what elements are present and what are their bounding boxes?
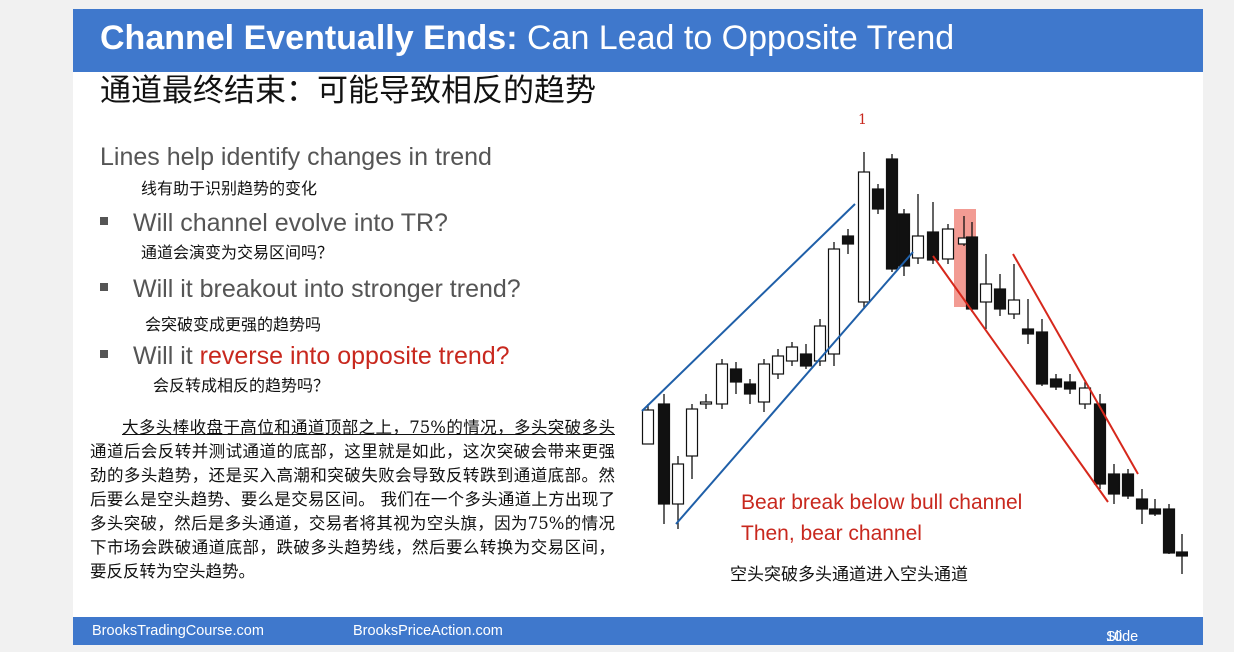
- paragraph-underlined: 大多头棒收盘于高位和通道顶部之上，75%的情况，多头突破多头: [122, 418, 615, 437]
- bear-candle: [993, 288, 1007, 310]
- bullet-marker: [100, 350, 108, 359]
- slide-title: Channel Eventually Ends: Can Lead to Opp…: [100, 19, 954, 58]
- bear-channel-chinese-label: 空头突破多头通道进入空头通道: [730, 565, 968, 585]
- bear-candle: [729, 368, 743, 383]
- bear-candle: [1093, 403, 1107, 485]
- bear-break-label: Bear break below bull channel: [741, 491, 1023, 514]
- bull-channel-lower-line: [675, 251, 914, 525]
- headline-chinese: 线有助于识别趋势的变化: [141, 179, 318, 198]
- footer-bar: BrooksTradingCourse.com BrooksPriceActio…: [73, 617, 1203, 645]
- bear-candle: [1135, 498, 1149, 510]
- bear-candle: [1162, 508, 1176, 554]
- footer-left-link[interactable]: BrooksTradingCourse.com: [92, 623, 264, 639]
- bear-candle: [1121, 473, 1135, 497]
- bullet-marker: [100, 283, 108, 292]
- slide: Channel Eventually Ends: Can Lead to Opp…: [73, 9, 1203, 645]
- bear-candle: [1049, 378, 1063, 388]
- bull-candle: [941, 228, 955, 260]
- bear-channel-label: Then, bear channel: [741, 522, 922, 545]
- bull-candle: [979, 283, 993, 303]
- bear-candle: [926, 231, 940, 261]
- bull-candle: [715, 363, 729, 405]
- bear-candle: [1148, 508, 1162, 515]
- bullet-2-text: Will it breakout into stronger trend?: [133, 275, 521, 303]
- bullet-1: Will channel evolve into TR?: [100, 209, 448, 238]
- bear-candle: [897, 213, 911, 267]
- bullet-2: Will it breakout into stronger trend?: [100, 275, 521, 304]
- bar-number-label: 1: [858, 112, 867, 128]
- paragraph-rest: 通道后会反转并测试通道的底部，这里就是如此，这次突破会带来更强劲的多头趋势，还是…: [90, 442, 615, 581]
- bear-candle: [1107, 473, 1121, 495]
- bull-candle: [671, 463, 685, 505]
- headline: Lines help identify changes in trend: [100, 143, 492, 171]
- bull-candle: [1078, 387, 1092, 405]
- bear-candle: [965, 236, 979, 310]
- bull-candle: [757, 363, 771, 403]
- bull-channel-upper-line: [641, 203, 856, 412]
- bear-candle: [1035, 331, 1049, 385]
- bull-candle: [911, 235, 925, 259]
- bullet-3-text-highlight: reverse into opposite trend?: [199, 342, 510, 370]
- bullet-marker: [100, 217, 108, 226]
- bull-candle: [1007, 299, 1021, 315]
- footer-center-link[interactable]: BrooksPriceAction.com: [353, 623, 503, 639]
- bear-channel-lower-line: [932, 255, 1109, 503]
- chinese-paragraph: 大多头棒收盘于高位和通道顶部之上，75%的情况，多头突破多头通道后会反转并测试通…: [90, 416, 615, 584]
- bear-candle: [743, 383, 757, 395]
- slide-title-bold: Channel Eventually Ends:: [100, 19, 518, 57]
- bull-candle: [785, 346, 799, 362]
- bear-candle: [1021, 328, 1035, 335]
- bear-candle: [871, 188, 885, 210]
- bear-candle: [657, 403, 671, 505]
- bull-candle: [857, 171, 871, 303]
- bear-candle: [841, 235, 855, 245]
- bull-candle: [641, 409, 655, 445]
- slide-title-rest: Can Lead to Opposite Trend: [517, 19, 955, 57]
- bull-candle: [827, 248, 841, 355]
- bull-candle: [813, 325, 827, 362]
- bullet-3: Will it reverse into opposite trend?: [100, 342, 510, 371]
- bear-candle: [1063, 381, 1077, 390]
- slide-title-chinese: 通道最终结束：可能导致相反的趋势: [100, 73, 596, 109]
- bear-channel-upper-line: [1012, 253, 1139, 475]
- bullet-1-text: Will channel evolve into TR?: [133, 209, 448, 237]
- title-bar: Channel Eventually Ends: Can Lead to Opp…: [73, 9, 1203, 72]
- bear-candle: [799, 353, 813, 367]
- bullet-1-chinese: 通道会演变为交易区间吗？: [141, 243, 334, 262]
- bull-candle: [699, 401, 713, 405]
- bullet-3-text-prefix: Will it: [133, 342, 200, 370]
- bear-candle: [885, 158, 899, 270]
- bear-candle: [1175, 551, 1188, 557]
- slide-number-value: 10: [1106, 629, 1123, 645]
- bullet-3-chinese: 会反转成相反的趋势吗？: [153, 376, 330, 395]
- candles: [641, 152, 1188, 574]
- slide-number-label: Slide: [1106, 629, 1139, 645]
- candlestick-chart: 1: [641, 112, 1188, 574]
- bull-candle: [685, 408, 699, 457]
- bullet-2-chinese: 会突破变成更强的趋势吗: [145, 315, 322, 334]
- bull-candle: [771, 355, 785, 375]
